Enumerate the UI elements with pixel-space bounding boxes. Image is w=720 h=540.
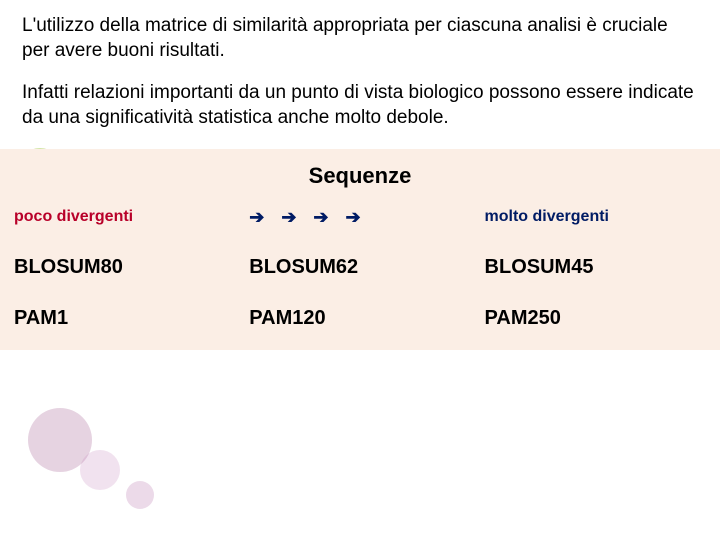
paragraph-1: L'utilizzo della matrice di similarità a… — [22, 14, 698, 63]
cell-blosum80: BLOSUM80 — [14, 256, 249, 279]
cell-blosum45: BLOSUM45 — [485, 256, 706, 279]
table-row: BLOSUM80 BLOSUM62 BLOSUM45 — [0, 256, 720, 307]
cell-pam120: PAM120 — [249, 307, 484, 330]
header-left: poco divergenti — [14, 208, 249, 226]
cell-pam1: PAM1 — [14, 307, 249, 330]
paragraph-2: Infatti relazioni importanti da un punto… — [22, 81, 698, 130]
slide-content: L'utilizzo della matrice di similarità a… — [0, 0, 720, 131]
header-right: molto divergenti — [485, 208, 706, 226]
cell-pam250: PAM250 — [485, 307, 706, 330]
cell-blosum62: BLOSUM62 — [249, 256, 484, 279]
header-arrows: ➔ ➔ ➔ ➔ — [249, 207, 484, 228]
table-row: PAM1 PAM120 PAM250 — [0, 307, 720, 350]
header-row: poco divergenti ➔ ➔ ➔ ➔ molto divergenti — [0, 207, 720, 256]
sequenze-panel: Sequenze poco divergenti ➔ ➔ ➔ ➔ molto d… — [0, 149, 720, 350]
panel-title: Sequenze — [0, 149, 720, 207]
